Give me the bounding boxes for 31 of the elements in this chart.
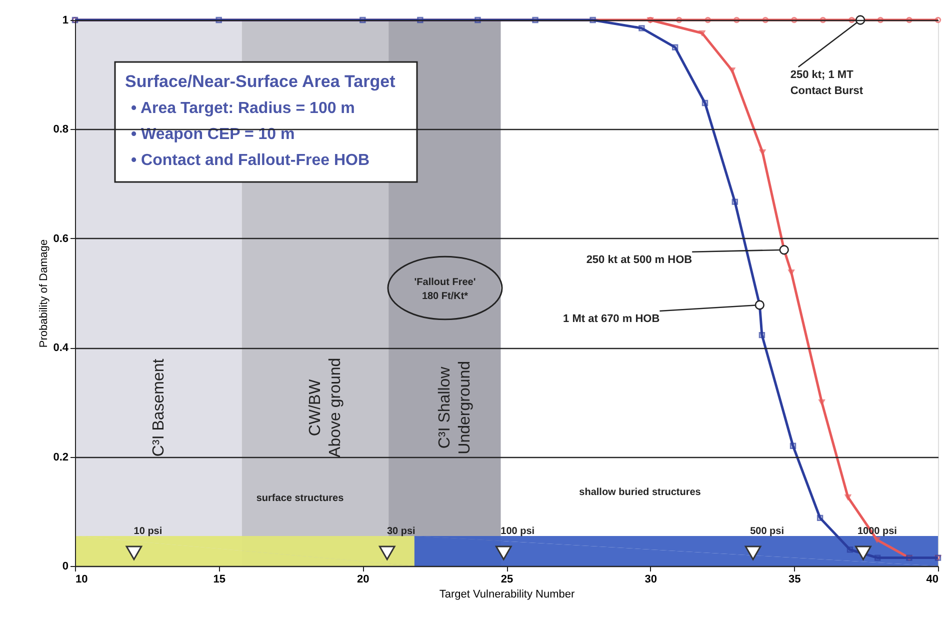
y-tick-label: 1 [62, 14, 68, 26]
band-label: C³I Shallow Underground [436, 360, 474, 454]
annotation: • Contact and Fallout-Free HOB [131, 152, 370, 169]
annotation: 250 kt at 500 m HOB [586, 254, 692, 266]
annotation: Surface/Near-Surface Area Target [125, 72, 396, 91]
x-tick-label: 20 [357, 574, 370, 586]
annotation: shallow buried structures [579, 487, 702, 498]
x-tick-label: 10 [76, 574, 88, 586]
annotation: • Area Target: Radius = 100 m [131, 100, 355, 117]
y-tick-label: 0 [62, 560, 68, 572]
y-tick-label: 0.8 [53, 124, 68, 136]
annotation: 30 psi [386, 526, 416, 537]
y-axis-title: Probability of Damage [38, 239, 50, 348]
x-tick-label: 15 [213, 574, 226, 586]
annotation: 'Fallout Free' 180 Ft/Kt* [414, 277, 476, 302]
band-label: C³I Basement [150, 358, 168, 457]
band-label: CW/BW Above ground [307, 358, 344, 458]
annotation: surface structures [256, 493, 344, 504]
x-tick-label: 30 [644, 574, 657, 586]
x-tick-label: 25 [500, 574, 514, 586]
annotation: 1 Mt at 670 m HOB [563, 313, 660, 326]
y-tick-label: 0.6 [53, 232, 68, 245]
y-tick-label: 0.2 [53, 451, 68, 464]
annotation: 500 psi [750, 526, 784, 537]
x-axis-title: Target Vulnerability Number [439, 588, 575, 600]
annotation: 250 kt; 1 MT Contact Burst [790, 69, 864, 97]
y-tick-label: 0.4 [53, 342, 70, 354]
annotation: 100 psi [500, 526, 535, 537]
annotation: 10 psi [134, 526, 162, 537]
x-tick-label: 35 [788, 574, 801, 586]
x-tick-label: 40 [926, 574, 938, 586]
